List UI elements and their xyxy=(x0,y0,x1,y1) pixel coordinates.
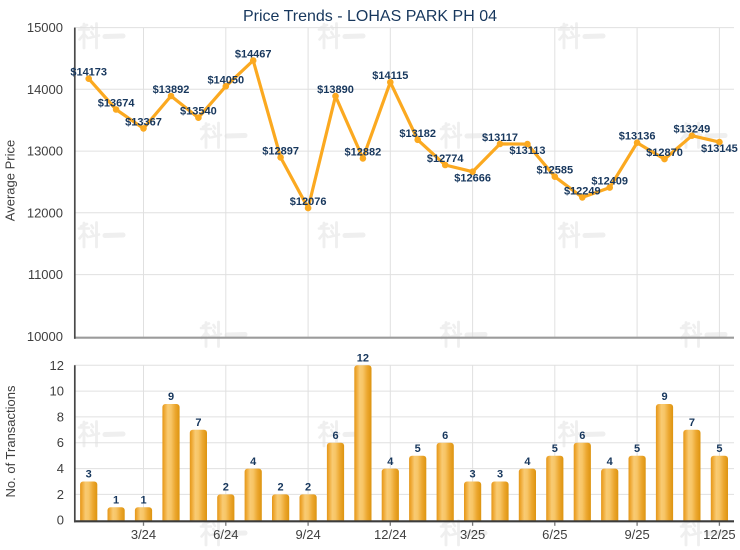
svg-text:2: 2 xyxy=(223,482,229,494)
svg-text:5: 5 xyxy=(716,443,722,455)
svg-text:$13182: $13182 xyxy=(399,128,436,140)
svg-text:0: 0 xyxy=(57,513,64,528)
svg-text:1: 1 xyxy=(113,495,119,507)
svg-text:9: 9 xyxy=(661,391,667,403)
svg-text:No. of Transactions: No. of Transactions xyxy=(3,385,18,497)
svg-text:15000: 15000 xyxy=(27,20,63,35)
svg-text:14000: 14000 xyxy=(27,82,63,97)
svg-text:9/24: 9/24 xyxy=(295,527,320,542)
svg-text:$12076: $12076 xyxy=(290,196,327,208)
svg-text:$14115: $14115 xyxy=(372,70,408,82)
svg-text:$12870: $12870 xyxy=(646,147,683,159)
svg-text:$13145: $13145 xyxy=(701,143,738,155)
svg-text:5: 5 xyxy=(634,443,640,455)
svg-text:$14050: $14050 xyxy=(207,74,244,86)
svg-text:3: 3 xyxy=(470,469,476,481)
svg-text:$13540: $13540 xyxy=(180,106,217,118)
svg-text:12/25: 12/25 xyxy=(703,527,736,542)
svg-text:$12882: $12882 xyxy=(345,146,382,158)
svg-text:2: 2 xyxy=(305,482,311,494)
svg-text:$13892: $13892 xyxy=(153,84,190,96)
svg-text:6: 6 xyxy=(442,430,448,442)
svg-text:8: 8 xyxy=(57,409,64,424)
svg-text:6/25: 6/25 xyxy=(542,527,567,542)
svg-text:1: 1 xyxy=(140,495,146,507)
svg-text:$13249: $13249 xyxy=(674,124,711,136)
svg-text:3: 3 xyxy=(497,469,503,481)
svg-text:2: 2 xyxy=(278,482,284,494)
svg-text:9: 9 xyxy=(168,391,174,403)
svg-text:$12774: $12774 xyxy=(427,153,465,165)
svg-text:9/25: 9/25 xyxy=(624,527,649,542)
svg-text:7: 7 xyxy=(195,417,201,429)
svg-text:3/25: 3/25 xyxy=(460,527,485,542)
svg-text:7: 7 xyxy=(689,417,695,429)
svg-text:$12585: $12585 xyxy=(536,165,573,177)
svg-text:12: 12 xyxy=(50,358,64,373)
svg-text:$13113: $13113 xyxy=(509,145,545,157)
svg-text:3: 3 xyxy=(86,469,92,481)
svg-text:$13674: $13674 xyxy=(98,98,136,110)
svg-text:6/24: 6/24 xyxy=(213,527,238,542)
svg-text:$14173: $14173 xyxy=(70,67,107,79)
svg-text:$12249: $12249 xyxy=(564,185,601,197)
svg-text:$13890: $13890 xyxy=(317,84,354,96)
svg-text:12: 12 xyxy=(357,353,369,365)
svg-text:6: 6 xyxy=(579,430,585,442)
svg-text:5: 5 xyxy=(415,443,421,455)
svg-text:12/24: 12/24 xyxy=(374,527,407,542)
svg-text:Price Trends - LOHAS PARK PH 0: Price Trends - LOHAS PARK PH 04 xyxy=(243,8,497,25)
svg-text:4: 4 xyxy=(524,456,531,468)
svg-text:$12666: $12666 xyxy=(454,173,491,185)
svg-text:12000: 12000 xyxy=(27,205,63,220)
svg-text:5: 5 xyxy=(552,443,558,455)
svg-text:$12897: $12897 xyxy=(262,145,299,157)
svg-text:4: 4 xyxy=(57,461,64,476)
svg-text:$13367: $13367 xyxy=(125,116,162,128)
svg-text:4: 4 xyxy=(250,456,257,468)
svg-text:6: 6 xyxy=(332,430,338,442)
svg-text:3/24: 3/24 xyxy=(131,527,156,542)
svg-text:Average Price: Average Price xyxy=(3,140,18,221)
svg-text:$13117: $13117 xyxy=(482,132,518,144)
svg-text:4: 4 xyxy=(387,456,394,468)
svg-text:4: 4 xyxy=(607,456,614,468)
svg-text:6: 6 xyxy=(57,435,64,450)
svg-text:$13136: $13136 xyxy=(619,131,656,143)
svg-text:$14467: $14467 xyxy=(235,49,272,61)
svg-text:$12409: $12409 xyxy=(591,176,628,188)
svg-text:2: 2 xyxy=(57,487,64,502)
svg-text:13000: 13000 xyxy=(27,144,63,159)
svg-text:10000: 10000 xyxy=(27,329,63,344)
svg-text:10: 10 xyxy=(50,384,64,399)
svg-text:11000: 11000 xyxy=(28,267,63,282)
